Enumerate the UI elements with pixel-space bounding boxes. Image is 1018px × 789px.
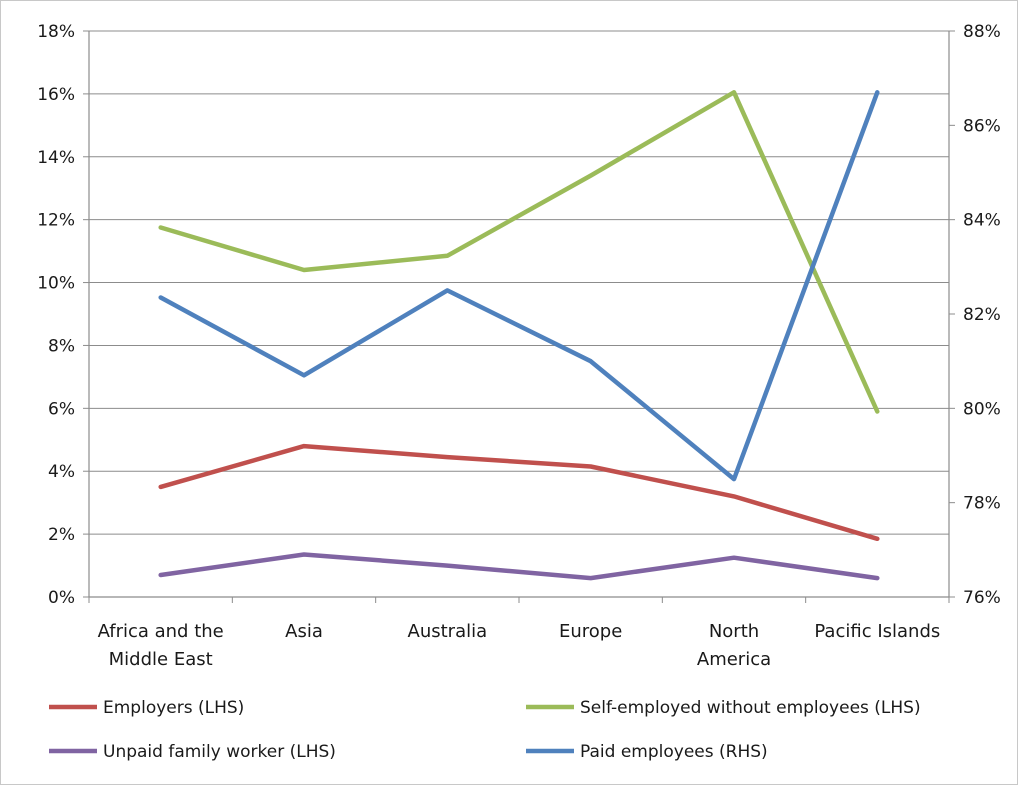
y-left-tick-label: 18% (37, 22, 75, 42)
x-category-label-line: North (709, 621, 759, 642)
y-left-tick-label: 10% (37, 274, 75, 294)
x-category-label-line: America (697, 649, 771, 670)
y-right-tick-label: 88% (963, 22, 1001, 42)
y-left-tick-label: 16% (37, 85, 75, 105)
x-category-label: Australia (408, 621, 488, 642)
y-right-tick-label: 80% (963, 399, 1001, 419)
y-right-tick-label: 86% (963, 116, 1001, 136)
series-line (161, 446, 878, 539)
y-left-tick-label: 6% (48, 399, 75, 419)
x-category-label: Pacific Islands (814, 621, 940, 642)
x-category-label: Europe (559, 621, 622, 642)
y-right-tick-label: 76% (963, 588, 1001, 608)
y-right-tick-label: 78% (963, 494, 1001, 514)
series-line (161, 92, 878, 411)
x-category-label: Africa and the Middle East (98, 621, 224, 670)
series-line (161, 92, 878, 479)
series-line (161, 555, 878, 579)
y-right-tick-label: 82% (963, 305, 1001, 325)
x-category-label-line: Middle East (109, 649, 213, 670)
x-category-label-line: Europe (559, 621, 622, 642)
y-left-tick-label: 4% (48, 462, 75, 482)
x-category-label-line: Africa and the (98, 621, 224, 642)
y-left-tick-label: 12% (37, 211, 75, 231)
y-right-tick-label: 84% (963, 211, 1001, 231)
y-left-tick-label: 0% (48, 588, 75, 608)
legend-label: Employers (LHS) (103, 698, 244, 718)
legend: Employers (LHS) Self-employed without emp… (49, 698, 921, 762)
legend-label: Unpaid family worker (LHS) (103, 742, 336, 762)
x-category-label: North America (697, 621, 771, 670)
x-category-label-line: Asia (285, 621, 323, 642)
y-left-tick-label: 14% (37, 148, 75, 168)
x-category-label: Asia (285, 621, 323, 642)
y-left-tick-label: 2% (48, 525, 75, 545)
x-category-label-line: Pacific Islands (814, 621, 940, 642)
legend-label: Paid employees (RHS) (580, 742, 768, 762)
x-category-label-line: Australia (408, 621, 488, 642)
y-left-tick-label: 8% (48, 336, 75, 356)
legend-label: Self-employed without employees (LHS) (580, 698, 921, 718)
series-lines (161, 92, 878, 578)
